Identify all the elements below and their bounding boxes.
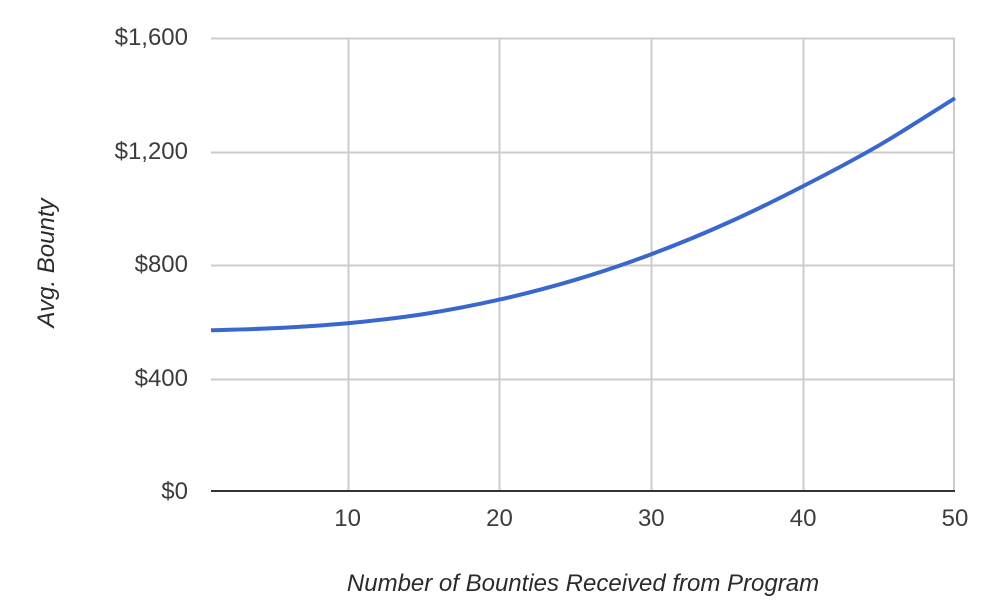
y-tick-label: $1,200 <box>114 137 188 165</box>
y-tick-label: $400 <box>134 364 188 392</box>
x-tick-label: 20 <box>486 505 513 532</box>
x-tick-label: 10 <box>334 505 361 532</box>
series-line-avg-bounty <box>210 96 957 333</box>
x-tick-label: 50 <box>941 505 969 532</box>
y-tick-label: $800 <box>134 251 188 278</box>
y-axis-title: Avg. Bounty <box>33 198 60 328</box>
x-tick-label: 30 <box>637 505 665 532</box>
plot-area <box>210 37 957 492</box>
x-axis-title: Number of Bounties Received from Program <box>346 570 820 597</box>
x-tick-label: 40 <box>789 505 817 532</box>
y-tick-label: $0 <box>161 478 188 505</box>
y-tick-label: $1,600 <box>114 24 188 51</box>
